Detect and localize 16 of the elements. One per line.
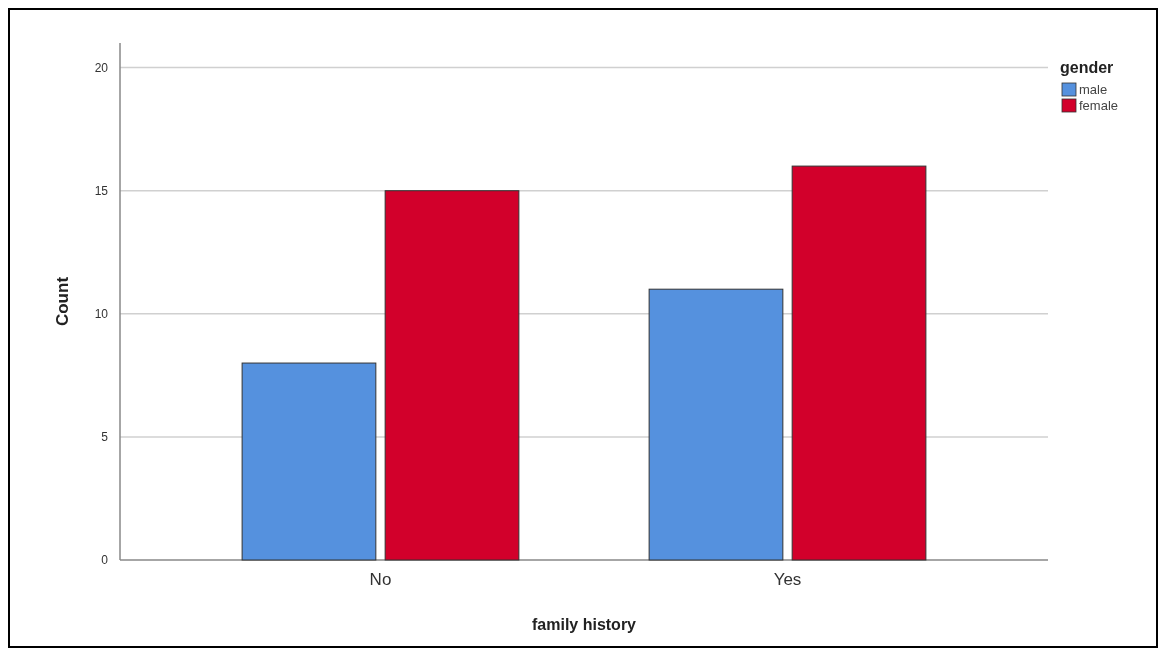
bar xyxy=(791,165,927,561)
y-tick-label: 10 xyxy=(94,307,109,322)
bar xyxy=(384,190,520,561)
y-tick-label: 15 xyxy=(94,183,109,198)
bar xyxy=(241,362,377,561)
x-tick-label: No xyxy=(369,570,392,589)
bar xyxy=(648,288,784,561)
y-tick-label: 5 xyxy=(101,430,109,445)
x-tick-label: Yes xyxy=(773,570,802,589)
legend-label: female xyxy=(1079,98,1119,113)
x-axis-title: family history xyxy=(531,616,637,633)
y-axis-title: Count xyxy=(53,276,72,327)
y-tick-label: 0 xyxy=(101,553,109,568)
legend-label: male xyxy=(1079,82,1108,97)
y-tick-label: 20 xyxy=(94,60,109,75)
legend-title: gender xyxy=(1060,59,1114,76)
